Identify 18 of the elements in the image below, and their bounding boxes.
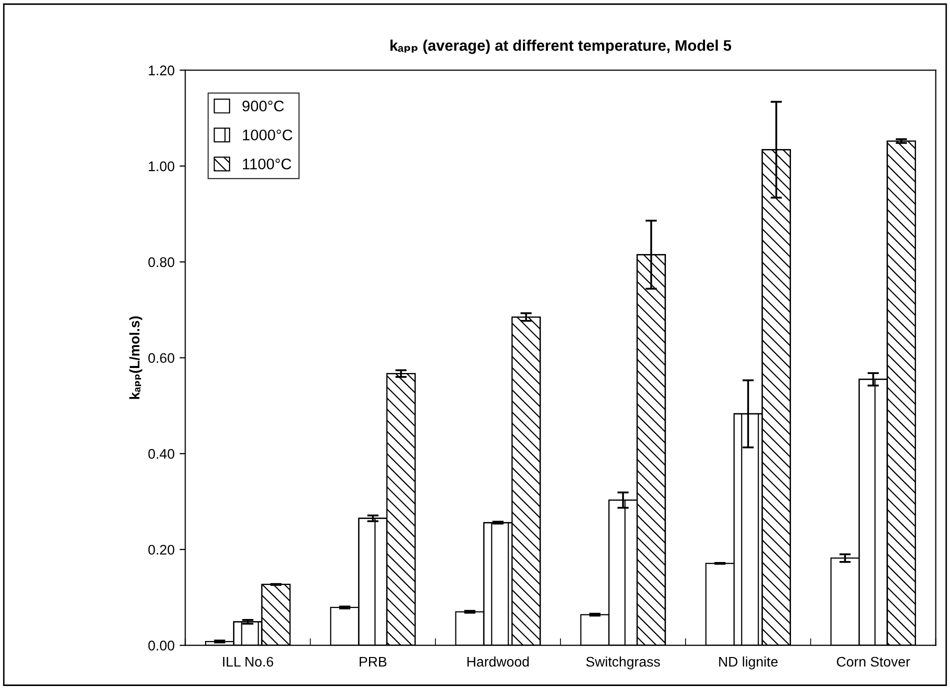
y-tick-label: 1.00 bbox=[148, 161, 174, 172]
x-tick-label: ND lignite bbox=[719, 656, 778, 670]
x-tick-label: Hardwood bbox=[467, 656, 529, 667]
y-tick-label: 1.20 bbox=[148, 66, 174, 76]
legend-label: 1000°C bbox=[242, 130, 292, 140]
y-axis-title: kₐₚₚ(L/mol.s) bbox=[129, 316, 142, 399]
chart-title: kₐₚₚ (average) at different temperature, Model 5 bbox=[390, 40, 732, 54]
legend-label: 900°C bbox=[242, 100, 284, 112]
y-tick-label: 0.60 bbox=[148, 353, 174, 363]
y-tick-label: 0.00 bbox=[148, 640, 174, 651]
x-tick-label: PRB bbox=[360, 656, 386, 667]
y-tick-label: 0.20 bbox=[148, 544, 174, 555]
x-tick-label: Corn Stover bbox=[836, 656, 910, 667]
y-tick-label: 0.40 bbox=[148, 448, 174, 459]
legend-label: 1100°C bbox=[242, 158, 292, 170]
x-tick-label: Switchgrass bbox=[586, 656, 660, 670]
y-tick-label: 0.80 bbox=[148, 257, 174, 268]
x-tick-label: ILL No.6 bbox=[223, 656, 274, 667]
